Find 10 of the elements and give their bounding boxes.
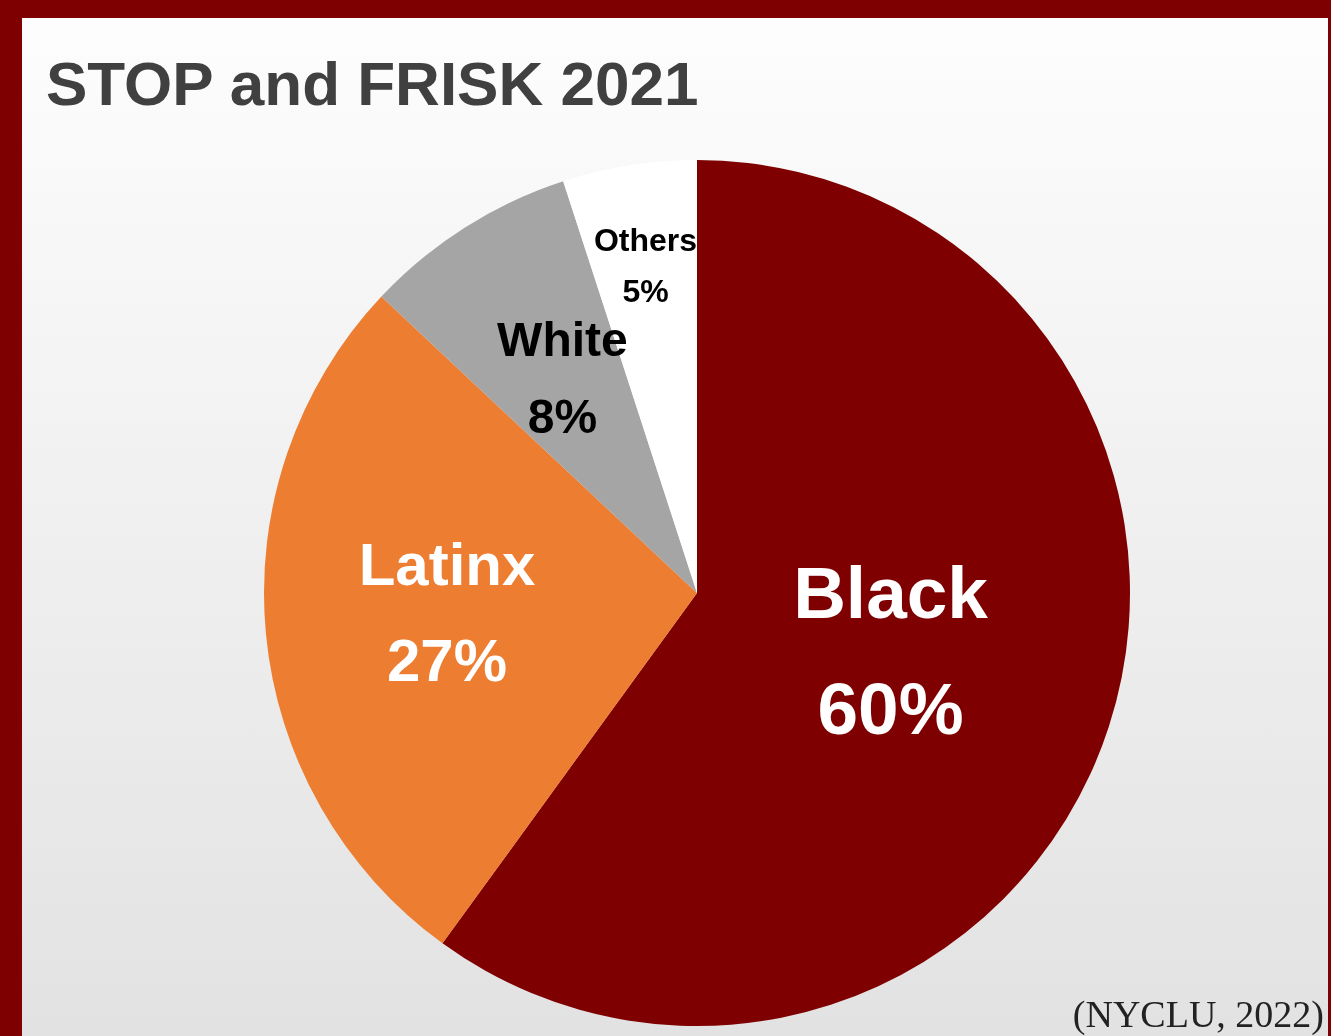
data-label: 8% [527,389,598,443]
slice-label: White [497,312,628,366]
slice-label: Others [593,222,698,259]
text: (NYCLU, 2022) [1072,992,1324,1036]
slice-label: Black [793,551,989,633]
data-label: 5% [622,273,669,310]
slice-label: Latinx [358,531,536,599]
data-label: 60% [817,668,964,750]
data-label: 27% [386,627,508,695]
chart-title: STOP and FRISK 2021 [46,48,699,119]
